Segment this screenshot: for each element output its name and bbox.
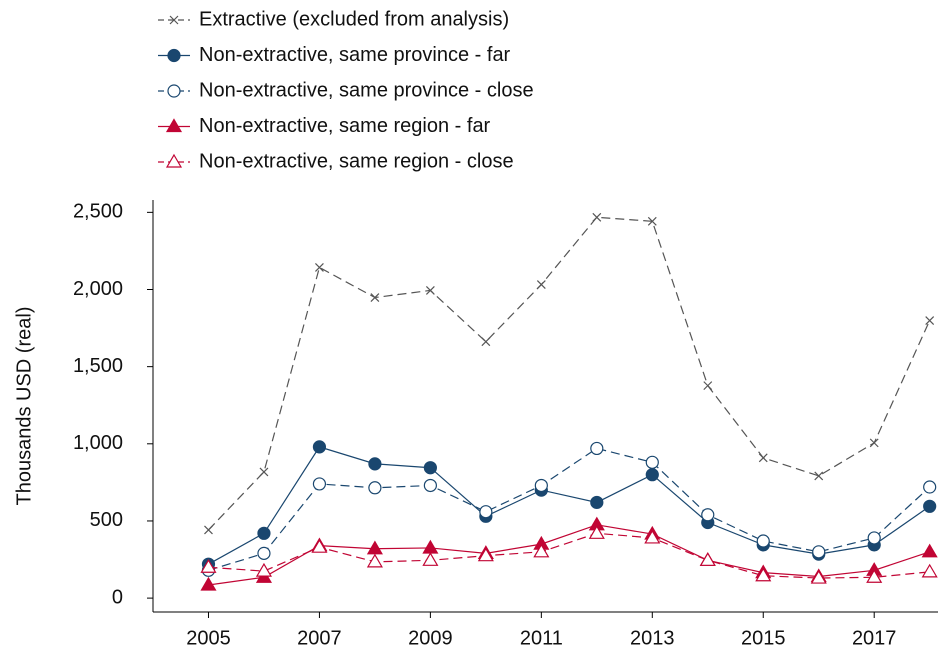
point bbox=[477, 547, 494, 562]
point bbox=[921, 563, 938, 578]
point bbox=[422, 539, 439, 554]
series-line bbox=[208, 447, 931, 571]
x-tick-label: 2011 bbox=[520, 627, 563, 649]
point bbox=[311, 539, 328, 553]
point bbox=[534, 478, 548, 493]
point bbox=[425, 285, 435, 295]
point bbox=[257, 546, 271, 560]
point bbox=[590, 441, 604, 456]
point bbox=[423, 478, 437, 493]
y-tick-label: 1,000 bbox=[73, 432, 123, 454]
point bbox=[315, 263, 324, 272]
x-tick-label: 2017 bbox=[852, 627, 897, 649]
point bbox=[645, 455, 659, 469]
point bbox=[644, 529, 661, 544]
point bbox=[255, 562, 272, 577]
point bbox=[200, 559, 217, 573]
point bbox=[647, 216, 657, 226]
point bbox=[588, 525, 605, 539]
y-tick-label: 500 bbox=[90, 509, 123, 531]
legend-marker bbox=[167, 48, 181, 63]
legend-marker bbox=[165, 153, 183, 168]
y-tick-label: 0 bbox=[112, 586, 123, 608]
series-line bbox=[208, 524, 930, 586]
point bbox=[814, 471, 824, 481]
point bbox=[701, 508, 715, 522]
point bbox=[366, 553, 383, 568]
legend-label: Non-extractive, same region - close bbox=[199, 150, 514, 172]
point bbox=[699, 552, 716, 566]
series-line bbox=[208, 216, 931, 531]
point bbox=[810, 569, 827, 584]
legend-marker bbox=[169, 15, 179, 25]
point bbox=[866, 569, 883, 583]
point bbox=[923, 499, 937, 513]
point bbox=[867, 531, 881, 545]
x-tick-label: 2015 bbox=[741, 627, 786, 649]
point bbox=[312, 477, 327, 491]
x-tick-label: 2005 bbox=[186, 627, 231, 649]
point bbox=[204, 525, 213, 535]
point bbox=[422, 552, 439, 566]
point bbox=[758, 453, 768, 463]
point bbox=[756, 534, 770, 548]
legend-label: Non-extractive, same province - close bbox=[199, 79, 534, 101]
x-tick-label: 2007 bbox=[297, 627, 342, 649]
legend-marker bbox=[167, 84, 181, 98]
point bbox=[259, 467, 269, 477]
point bbox=[368, 457, 382, 471]
y-tick-label: 1,500 bbox=[73, 355, 123, 377]
point bbox=[370, 293, 380, 302]
point bbox=[257, 526, 271, 540]
series-line bbox=[208, 446, 931, 565]
point bbox=[925, 316, 935, 325]
point bbox=[536, 280, 546, 289]
point bbox=[200, 576, 217, 591]
point bbox=[869, 438, 879, 448]
point bbox=[703, 381, 713, 391]
point bbox=[312, 440, 327, 454]
series-line bbox=[208, 532, 930, 579]
legend-label: Extractive (excluded from analysis) bbox=[199, 8, 509, 30]
point bbox=[590, 495, 604, 510]
point bbox=[368, 481, 382, 495]
point bbox=[755, 567, 772, 582]
x-tick-label: 2009 bbox=[408, 627, 453, 649]
point bbox=[533, 543, 550, 558]
point bbox=[481, 337, 491, 347]
point bbox=[812, 545, 826, 559]
point bbox=[592, 212, 602, 222]
point bbox=[479, 505, 493, 519]
point bbox=[366, 540, 383, 555]
legend-label: Non-extractive, same region - far bbox=[199, 115, 491, 137]
y-axis-title: Thousands USD (real) bbox=[13, 307, 35, 506]
point bbox=[921, 543, 938, 558]
y-tick-label: 2,500 bbox=[73, 201, 123, 223]
point bbox=[645, 468, 659, 482]
point bbox=[423, 461, 437, 475]
x-tick-label: 2013 bbox=[630, 627, 675, 649]
legend-label: Non-extractive, same province - far bbox=[199, 44, 511, 66]
point bbox=[923, 480, 937, 494]
legend-marker bbox=[165, 118, 183, 133]
y-tick-label: 2,000 bbox=[73, 278, 123, 300]
